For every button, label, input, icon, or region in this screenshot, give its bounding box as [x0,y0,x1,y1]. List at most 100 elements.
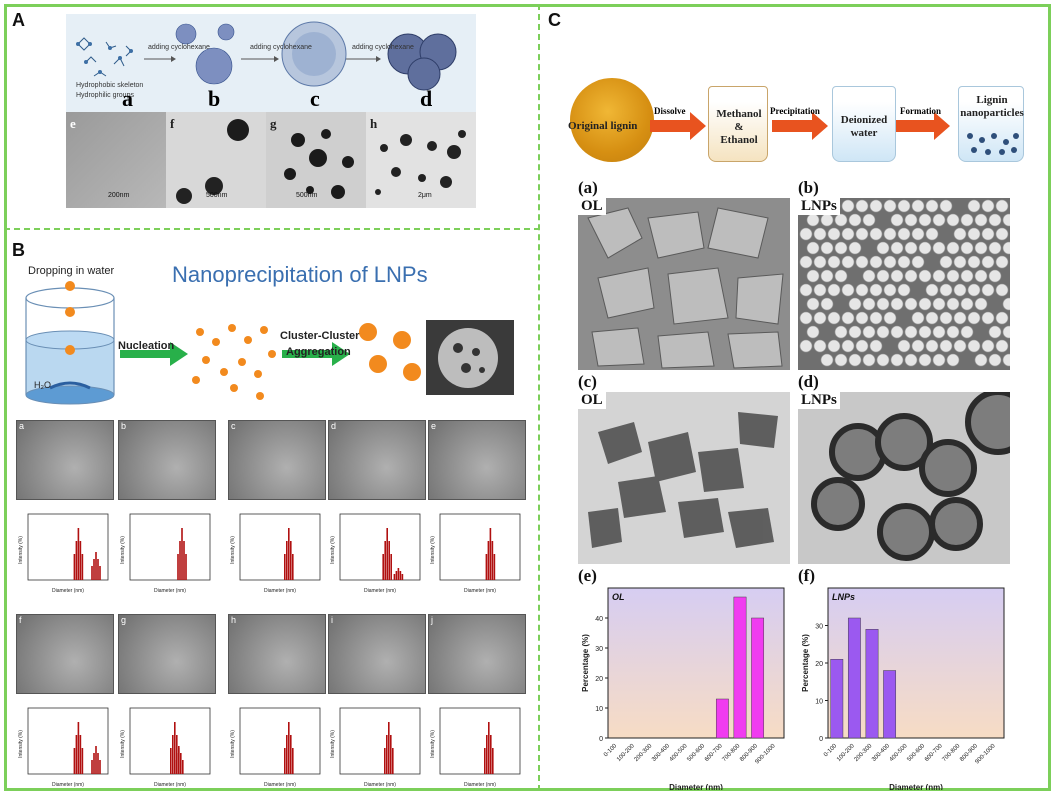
mini-bar [93,753,95,774]
beaker1-line1: Methanol [716,108,762,120]
mini-bar [180,753,182,774]
mini-bar [170,748,172,774]
y-axis-label: Percentage (%) [801,634,810,692]
mini-bar [401,574,404,580]
mini-bar [485,554,488,580]
beaker-lnps-text: Lignin nanoparticles [952,94,1032,120]
sem-thumb-h: h [228,614,326,694]
mini-bar [286,735,288,774]
formation-label: Formation [900,106,941,116]
stage-label-a: a [122,86,133,111]
mini-bar [395,571,398,580]
mini-bar [288,528,290,580]
panel-divider-vertical [538,4,540,791]
mini-bar [185,554,187,580]
mini-bar [97,753,99,774]
mini-bar [390,735,392,774]
mini-bar [286,541,288,580]
tem-image-ol: OL [578,392,790,564]
mini-bar [179,541,181,580]
sem-thumb-i: i [328,614,426,694]
panel-divider-horizontal [4,228,540,230]
panel-label-a: A [12,10,25,30]
mini-bar [79,541,82,580]
mini-bar [93,559,95,580]
mini-bar [73,554,76,580]
mini-bar [490,735,492,774]
x-tick-label: 100-200 [836,743,856,763]
mini-bar [81,748,84,774]
sublabel-c: (c) [578,372,597,391]
mini-bar [493,554,496,580]
sem-thumb-label-d: d [331,421,337,431]
mini-chart-d: Diameter (nm) Intensity (%) [330,513,421,594]
sem-thumb-label-e: e [431,421,437,431]
mini-bar [284,554,286,580]
panel-label-b: B [12,240,25,260]
x-tick-label: 400-500 [669,743,689,763]
sem-thumb-label-f: f [19,615,22,625]
beaker1-line2: & [734,121,744,133]
x-axis-label: Diameter (nm) [669,783,723,790]
sem-thumb-c: c [228,420,326,500]
mini-bar [172,735,174,774]
beaker-water [832,86,896,162]
sem-image-lnps: LNPs [798,198,1010,370]
img-label-d: LNPs [798,392,840,409]
sem-thumb-label-i: i [331,615,333,625]
step-text-1: adding cyclohexane [148,44,210,51]
mini-ylabel: Intensity (%) [330,536,336,564]
mini-bar [75,735,78,774]
mini-chart-g: Diameter (nm) Intensity (%) [120,707,211,788]
chart-title: OL [612,592,625,602]
mini-xlabel: Diameter (nm) [52,588,84,594]
mini-xlabel: Diameter (nm) [52,782,84,788]
mini-chart-e: Diameter (nm) Intensity (%) [430,513,521,594]
y-axis-label: Percentage (%) [581,634,590,692]
mini-bar [182,760,184,774]
mini-bar [290,541,292,580]
beaker2-line2: water [850,127,878,139]
mini-bar [181,528,183,580]
mini-chart-j: Diameter (nm) Intensity (%) [430,707,521,788]
beaker3-line1: Lignin [976,94,1008,106]
y-tick-label: 10 [595,706,603,713]
mini-xlabel: Diameter (nm) [464,588,496,594]
beaker-water-text: Deionized water [834,114,894,140]
tem-label-g: g [270,116,277,131]
tem-image-e: e 200nm [66,112,166,208]
sem-thumb-g: g [118,614,216,694]
mini-bar [178,746,180,774]
x-tick-label: 900-1000 [754,743,777,766]
sem-thumb-j: j [428,614,526,694]
mini-bar [384,748,386,774]
sublabel-d: (d) [798,372,819,391]
panel-b-title: Nanoprecipitation of LNPs [172,262,428,287]
histogram-bar [830,659,844,739]
tem-image-g: g 500nm [266,112,366,208]
micelle-schematic [76,21,457,91]
mini-bar [484,748,486,774]
mini-ylabel: Intensity (%) [120,730,126,758]
histogram-lnps: 0 10 20 30 0-100100-200200-300300-400400-500… [801,587,1005,790]
sem-thumb-label-j: j [431,615,433,625]
scale-h: 2μm [418,192,432,199]
mini-xlabel: Diameter (nm) [364,588,396,594]
tem-label-f: f [170,116,175,131]
scale-e: 200nm [108,192,130,199]
step-text-2: adding cyclohexane [250,44,312,51]
mini-bar [75,541,78,580]
mini-bar [79,735,82,774]
mini-bar [288,722,290,774]
water-label: H₂O [34,380,51,390]
mini-bar [392,748,394,774]
mini-bar [489,528,492,580]
sem-thumb-d: d [328,420,426,500]
x-axis-label: Diameter (nm) [889,783,943,790]
x-tick-label: 300-400 [871,743,891,763]
tem-image-h: h 2μm [366,112,476,208]
x-tick-label: 100-200 [616,743,636,763]
mini-bar [393,574,396,580]
mini-bar [97,559,99,580]
beaker1-line3: Ethanol [720,134,758,146]
